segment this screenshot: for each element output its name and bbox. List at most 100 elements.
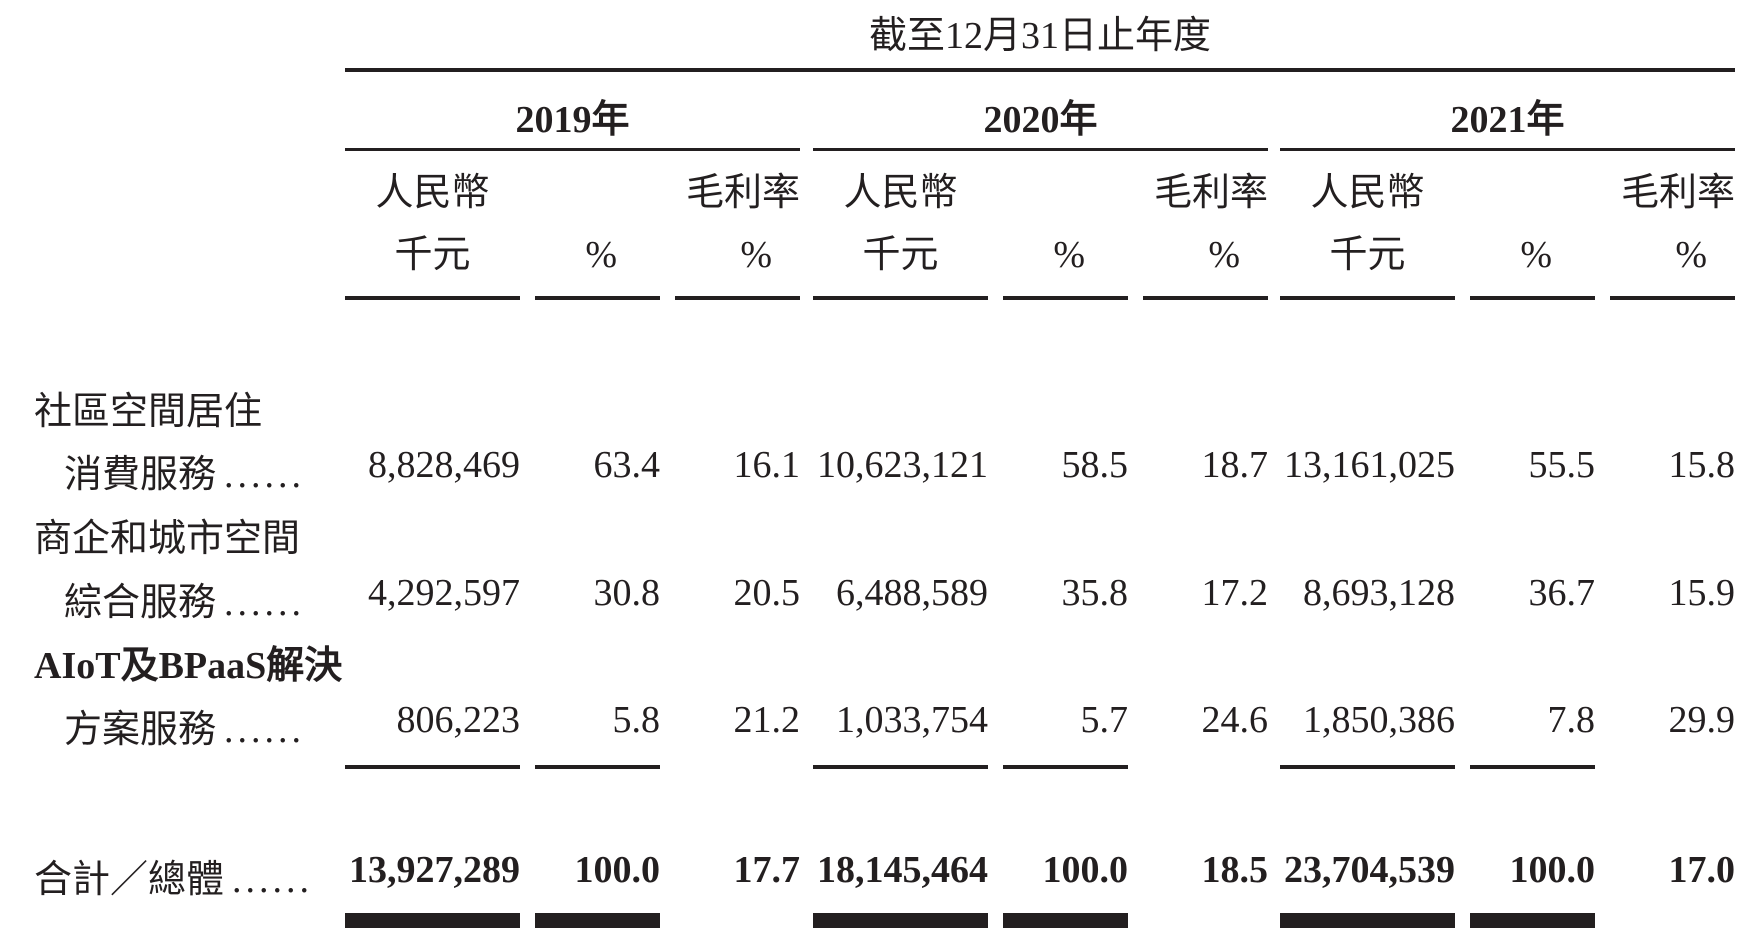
col-header-pct: % xyxy=(585,234,617,276)
cell-pct: 36.7 xyxy=(1528,572,1596,614)
cell-margin: 20.5 xyxy=(733,572,801,614)
header-rule xyxy=(1280,296,1455,300)
col-header-amount-2021: 人民幣 千元 xyxy=(1280,162,1455,286)
col-header-margin-2019: 毛利率 % xyxy=(675,162,800,286)
year-header-2019: 2019年 xyxy=(515,99,630,141)
year-header-2020: 2020年 xyxy=(983,99,1098,141)
header-rule xyxy=(345,296,520,300)
cell-amount: 1,033,754 xyxy=(836,699,988,741)
col-header-pct: % xyxy=(1053,234,1085,276)
subtotal-rule xyxy=(1470,765,1595,769)
col-header-margin-line2: % xyxy=(1208,234,1240,276)
header-rule xyxy=(1470,296,1595,300)
row-label-text: 綜合服務 xyxy=(64,582,217,624)
total-pct: 100.0 xyxy=(574,849,661,891)
cell-margin: 15.9 xyxy=(1668,572,1736,614)
row-label-line1: 社區空間居住 xyxy=(34,391,263,433)
col-header-amount-line1: 人民幣 xyxy=(1310,172,1425,214)
subtotal-rule xyxy=(813,765,988,769)
cell-margin: 21.2 xyxy=(733,699,801,741)
header-rule xyxy=(1143,296,1268,300)
col-header-pct-2019: % xyxy=(535,224,645,286)
cell-amount: 13,161,025 xyxy=(1284,444,1455,486)
col-header-amount-line2: 千元 xyxy=(862,234,939,276)
cell-margin: 16.1 xyxy=(733,444,801,486)
cell-pct: 5.8 xyxy=(612,699,661,741)
cell-pct: 55.5 xyxy=(1528,444,1596,486)
cell-pct: 58.5 xyxy=(1061,444,1129,486)
header-rule xyxy=(813,296,988,300)
cell-pct: 5.7 xyxy=(1080,699,1129,741)
col-header-amount-line2: 千元 xyxy=(394,234,471,276)
col-header-amount-line2: 千元 xyxy=(1329,234,1406,276)
col-header-amount-2019: 人民幣 千元 xyxy=(345,162,520,286)
total-rule xyxy=(1280,913,1455,928)
total-rule xyxy=(345,913,520,928)
leader-dots: ...... xyxy=(232,859,314,901)
row-label-line2: 消費服務...... xyxy=(64,443,305,498)
total-pct: 100.0 xyxy=(1042,849,1129,891)
total-amount: 13,927,289 xyxy=(349,849,520,891)
total-pct: 100.0 xyxy=(1509,849,1596,891)
col-header-pct: % xyxy=(1520,234,1552,276)
cell-margin: 17.2 xyxy=(1201,572,1269,614)
year-rule-2019 xyxy=(345,148,800,151)
leader-dots: ...... xyxy=(224,582,306,624)
col-header-margin-line2: % xyxy=(1675,234,1707,276)
col-header-margin-2021: 毛利率 % xyxy=(1610,162,1735,286)
col-header-amount-line1: 人民幣 xyxy=(843,172,958,214)
year-header-2021: 2021年 xyxy=(1450,99,1565,141)
subtotal-rule xyxy=(1280,765,1455,769)
total-margin: 17.0 xyxy=(1668,849,1736,891)
total-amount: 18,145,464 xyxy=(817,849,988,891)
cell-amount: 6,488,589 xyxy=(836,572,988,614)
cell-margin: 29.9 xyxy=(1668,699,1736,741)
col-header-pct-2020: % xyxy=(1003,224,1113,286)
row-label-text: 消費服務 xyxy=(64,454,217,496)
total-margin: 18.5 xyxy=(1201,849,1269,891)
col-header-margin-line1: 毛利率 xyxy=(1153,172,1268,214)
cell-amount: 10,623,121 xyxy=(817,444,988,486)
cell-pct: 35.8 xyxy=(1061,572,1129,614)
col-header-margin-line2: % xyxy=(740,234,772,276)
col-header-amount-2020: 人民幣 千元 xyxy=(813,162,988,286)
cell-amount: 806,223 xyxy=(396,699,521,741)
total-rule xyxy=(813,913,988,928)
col-header-margin-2020: 毛利率 % xyxy=(1143,162,1268,286)
total-margin: 17.7 xyxy=(733,849,801,891)
cell-pct: 7.8 xyxy=(1547,699,1596,741)
total-rule xyxy=(535,913,660,928)
cell-amount: 1,850,386 xyxy=(1303,699,1455,741)
total-rule xyxy=(1470,913,1595,928)
subtotal-rule xyxy=(1003,765,1128,769)
total-label: 合計／總體 xyxy=(34,859,225,901)
row-label-text: 方案服務 xyxy=(64,709,217,751)
cell-margin: 15.8 xyxy=(1668,444,1736,486)
row-label-line1: 商企和城市空間 xyxy=(34,518,301,560)
cell-amount: 4,292,597 xyxy=(368,572,520,614)
subtotal-rule xyxy=(345,765,520,769)
header-rule xyxy=(1610,296,1735,300)
cell-pct: 30.8 xyxy=(593,572,661,614)
subtotal-rule xyxy=(535,765,660,769)
col-header-amount-line1: 人民幣 xyxy=(375,172,490,214)
cell-pct: 63.4 xyxy=(593,444,661,486)
col-header-margin-line1: 毛利率 xyxy=(685,172,800,214)
header-rule xyxy=(1003,296,1128,300)
cell-margin: 24.6 xyxy=(1201,699,1269,741)
leader-dots: ...... xyxy=(224,454,306,496)
leader-dots: ...... xyxy=(224,709,306,751)
total-label-row: 合計／總體...... xyxy=(34,848,313,903)
year-rule-2020 xyxy=(813,148,1268,151)
row-label-line2: 方案服務...... xyxy=(64,698,305,753)
cell-margin: 18.7 xyxy=(1201,444,1269,486)
row-label-line1: AIoT及BPaaS解決 xyxy=(34,645,343,687)
col-header-pct-2021: % xyxy=(1470,224,1580,286)
caption-rule xyxy=(345,68,1735,72)
cell-amount: 8,828,469 xyxy=(368,444,520,486)
header-rule xyxy=(675,296,800,300)
cell-amount: 8,693,128 xyxy=(1303,572,1455,614)
total-rule xyxy=(1003,913,1128,928)
year-rule-2021 xyxy=(1280,148,1735,151)
total-amount: 23,704,539 xyxy=(1284,849,1455,891)
